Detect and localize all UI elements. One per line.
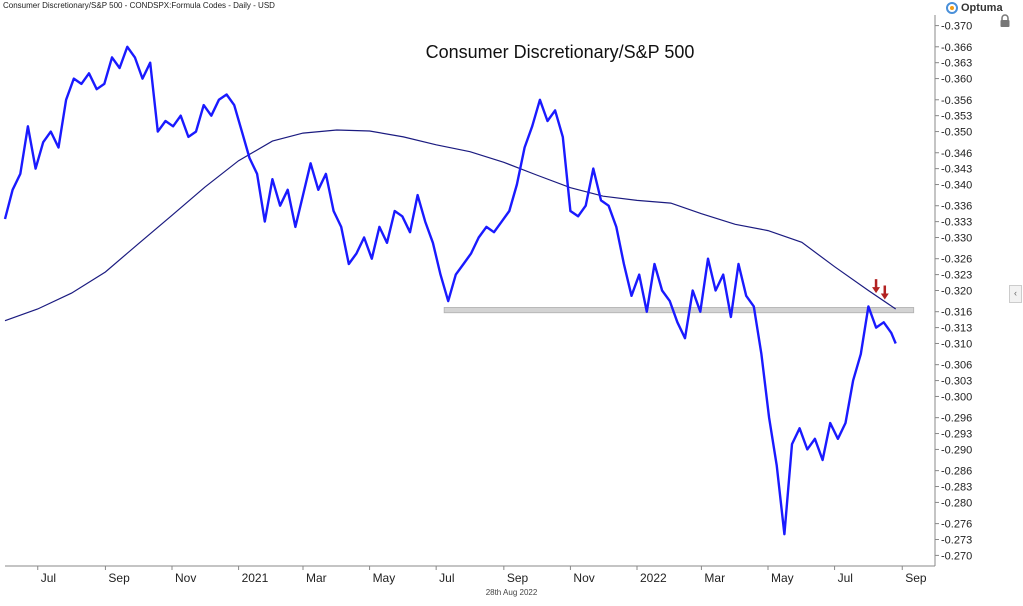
x-tick-label: Sep [108,571,130,585]
arrow-marker [872,279,881,294]
y-tick-label: -0.320 [941,286,972,298]
support-band [443,307,915,314]
y-tick-label: -0.280 [941,497,972,509]
lock-icon[interactable] [999,14,1011,28]
x-tick-label: May [771,571,794,585]
y-tick-label: -0.270 [941,550,972,562]
y-tick-label: -0.346 [941,148,972,160]
y-tick-label: -0.336 [941,201,972,213]
y-tick-label: -0.363 [941,58,972,70]
x-tick-label: Sep [507,571,529,585]
x-tick-label: Mar [704,571,725,585]
y-tick-label: -0.296 [941,413,972,425]
y-tick-label: -0.340 [941,180,972,192]
x-tick-label: Jul [439,571,454,585]
y-tick-label: -0.333 [941,217,972,229]
y-tick-label: -0.343 [941,164,972,176]
y-tick-label: -0.276 [941,519,972,531]
x-tick-label: 2021 [242,571,269,585]
y-tick-label: -0.323 [941,270,972,282]
x-tick-label: Mar [306,571,327,585]
y-ticks: -0.370 -0.366 -0.363 -0.360 -0.356 -0.353 -0.3… [935,21,972,562]
y-tick-label: -0.370 [941,21,972,33]
y-tick-label: -0.310 [941,338,972,350]
chart-description: Consumer Discretionary/S&P 500 - CONDSPX… [3,1,275,10]
x-tick-label: Nov [573,571,594,585]
brand-name: Optuma [961,2,1003,14]
plot-frame [5,15,936,567]
x-tick-label: 2022 [640,571,667,585]
x-ticks: Jul Sep Nov 2021 Mar May Jul Sep Nov 2022 Mar May Ju… [37,566,927,585]
x-tick-label: Jul [41,571,56,585]
y-tick-label: -0.283 [941,482,972,494]
x-tick-label: Sep [905,571,927,585]
x-tick-label: May [373,571,396,585]
y-tick-label: -0.350 [941,127,972,139]
series-line-moving-average [4,129,897,322]
y-tick-label: -0.316 [941,307,972,319]
brand-logo: Optuma [946,2,1003,14]
collapse-panel-button[interactable]: ‹ [1009,285,1022,303]
y-tick-label: -0.356 [941,95,972,107]
footer-date: 28th Aug 2022 [485,588,538,597]
y-tick-label: -0.286 [941,466,972,478]
y-tick-label: -0.306 [941,360,972,372]
y-tick-label: -0.313 [941,323,972,335]
arrow-marker [880,285,889,300]
y-tick-label: -0.303 [941,376,972,388]
arrows [872,279,889,300]
y-tick-label: -0.326 [941,254,972,266]
y-tick-label: -0.293 [941,429,972,441]
y-tick-label: -0.330 [941,233,972,245]
chart-title: Consumer Discretionary/S&P 500 [426,42,695,62]
x-tick-label: Nov [175,571,196,585]
y-tick-label: -0.300 [941,391,972,403]
y-tick-label: -0.273 [941,535,972,547]
y-tick-label: -0.360 [941,74,972,86]
y-tick-label: -0.353 [941,111,972,123]
x-tick-label: Jul [838,571,853,585]
series-line-ratio [3,45,897,536]
optuma-logo-icon [946,2,958,14]
y-tick-label: -0.366 [941,42,972,54]
y-tick-label: -0.290 [941,444,972,456]
